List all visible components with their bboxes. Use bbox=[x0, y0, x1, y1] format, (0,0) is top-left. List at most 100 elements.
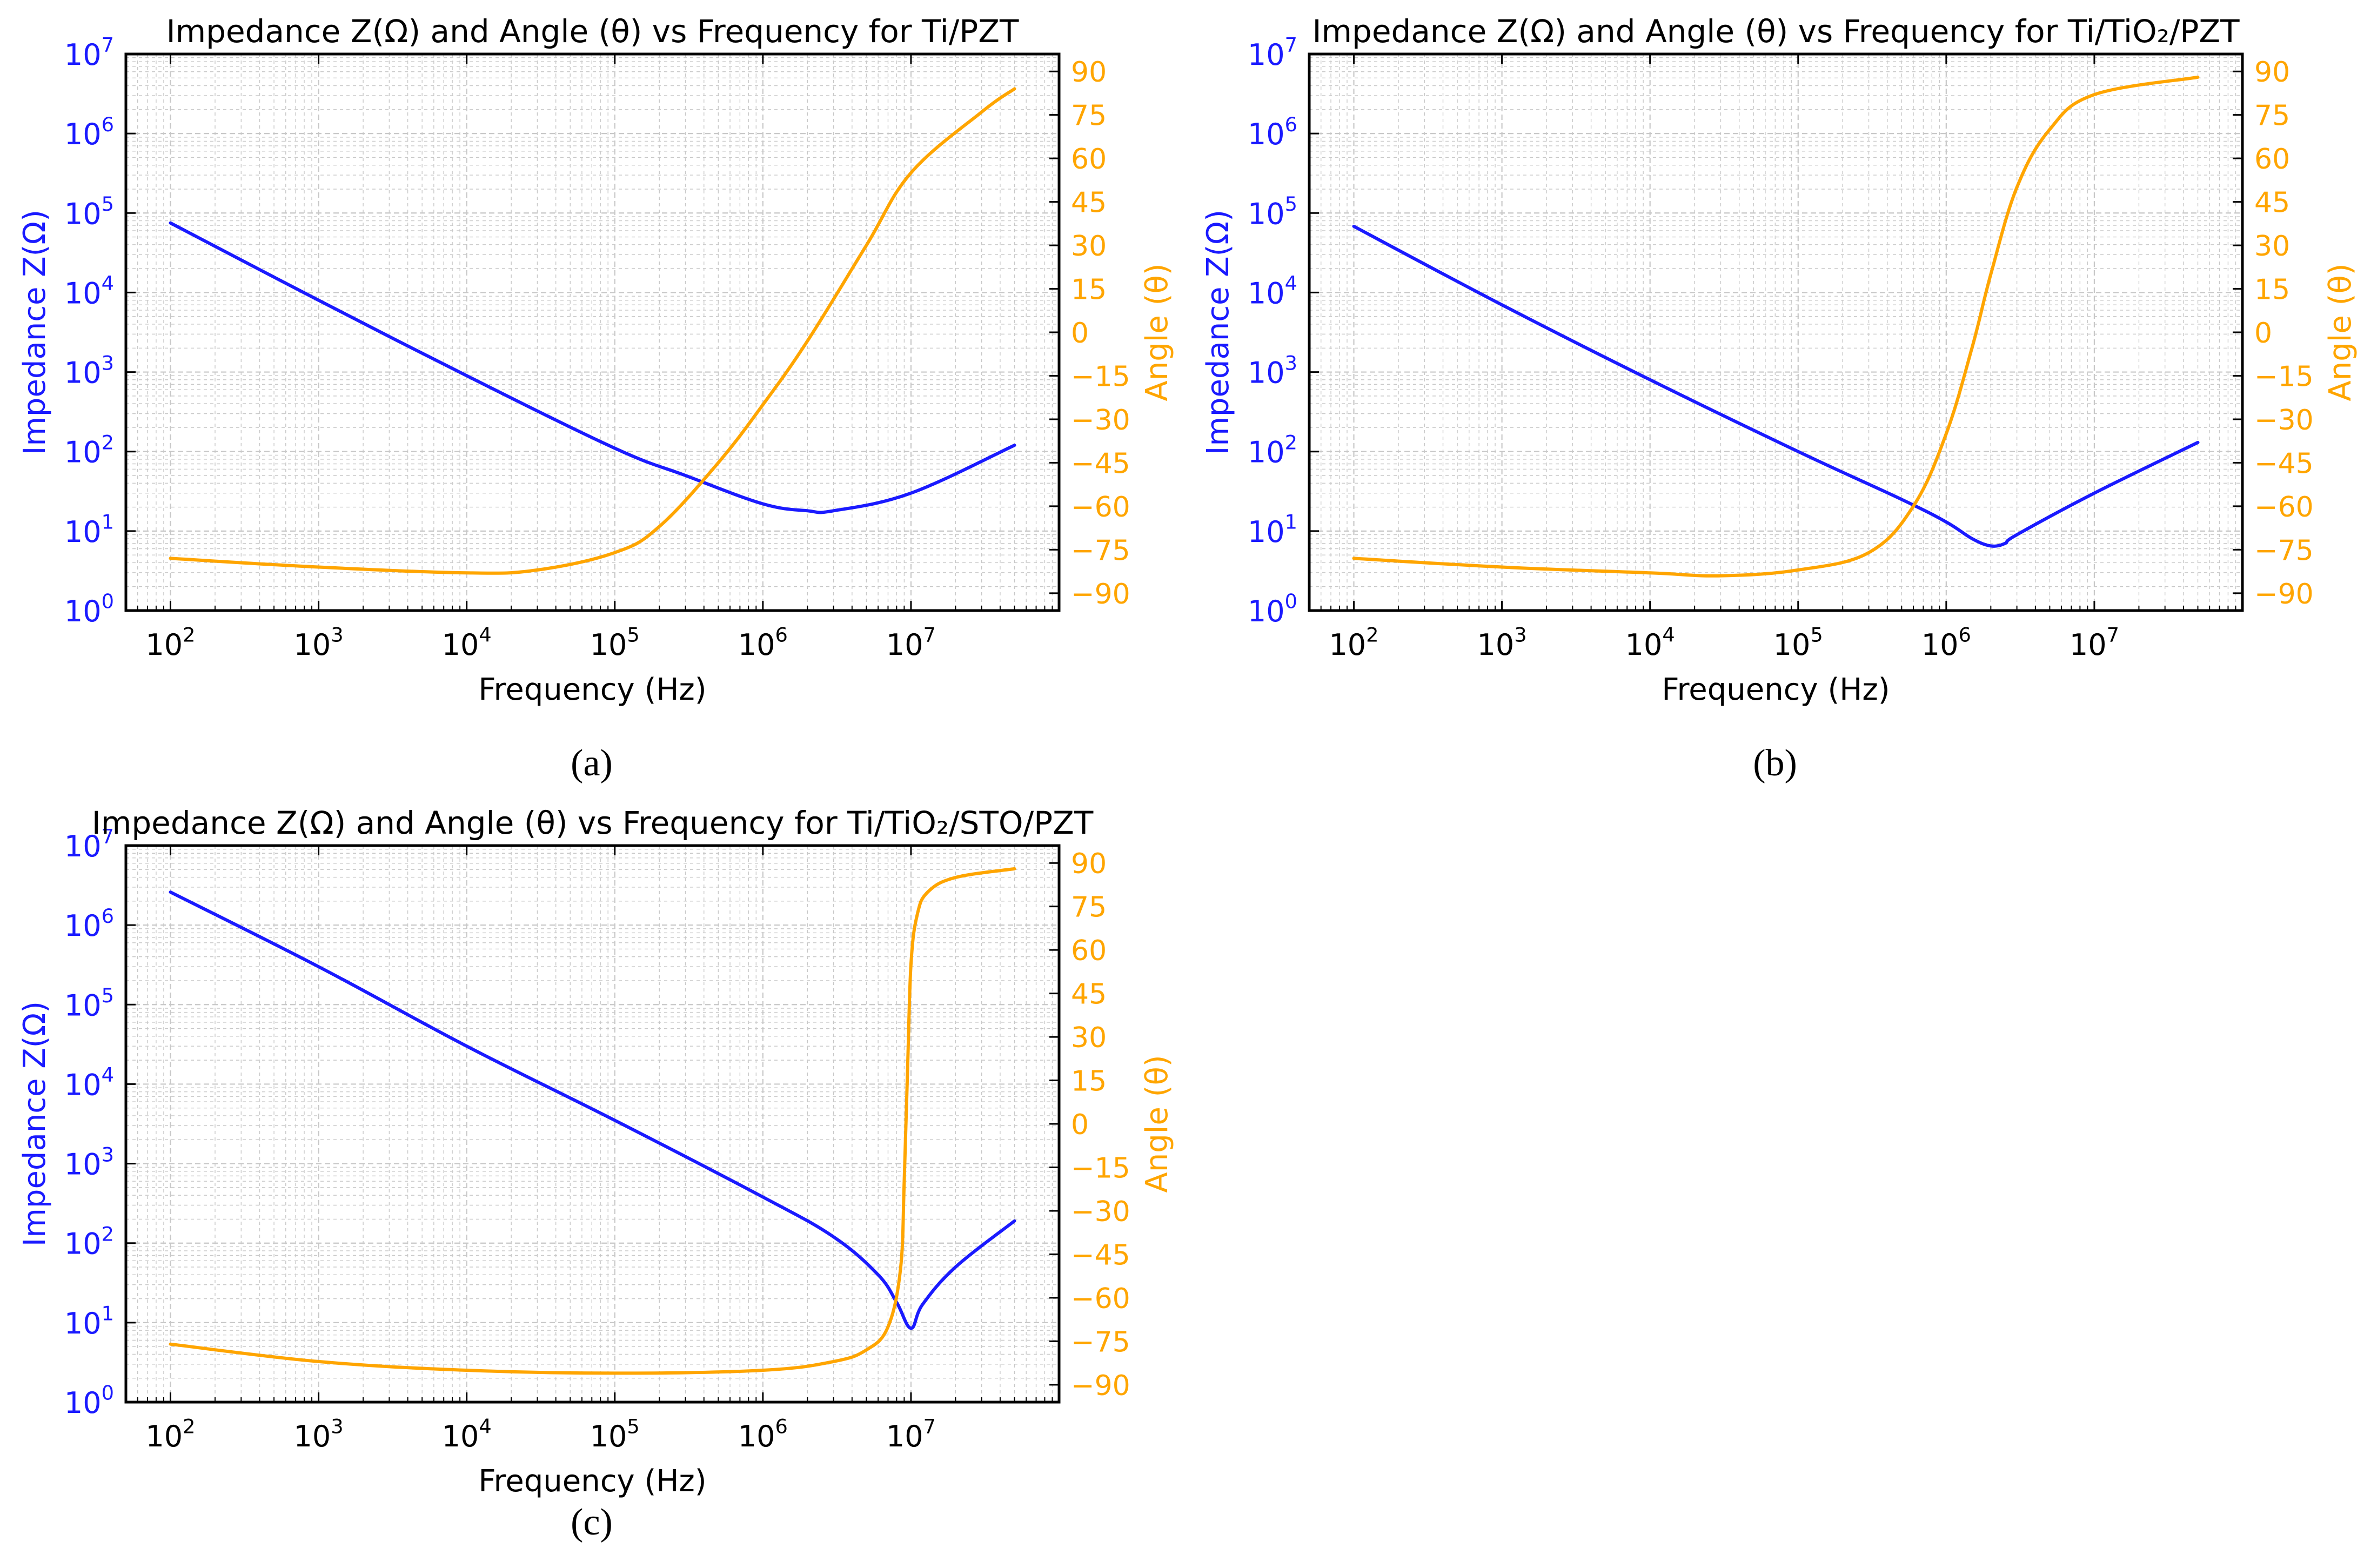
y-left-tick-label: 107 bbox=[1248, 33, 1297, 72]
panel-label: (a) bbox=[571, 742, 613, 784]
y-right-tick-label: 45 bbox=[1071, 979, 1107, 1011]
y-right-tick-label: −60 bbox=[2254, 491, 2314, 524]
y-right-tick-label: 15 bbox=[1071, 274, 1107, 306]
x-tick-label: 107 bbox=[2070, 624, 2119, 662]
x-tick-label: 103 bbox=[294, 1415, 344, 1453]
y-right-tick-label: −60 bbox=[1071, 491, 1130, 524]
y-left-tick-label: 100 bbox=[64, 590, 114, 628]
y-right-tick-label: −75 bbox=[1071, 1326, 1130, 1358]
y-right-tick-label: −75 bbox=[1071, 534, 1130, 567]
x-tick-label: 104 bbox=[1625, 624, 1675, 662]
chart-panel-3: 102 103 104 105 106 107 100 101 102 103 104 105 106 1… bbox=[17, 805, 1175, 1543]
y-right-tick-label: −90 bbox=[2254, 578, 2314, 611]
y-right-tick-label: 0 bbox=[1071, 1109, 1089, 1141]
panel-label: (c) bbox=[571, 1502, 613, 1543]
x-axis-label: Frequency (Hz) bbox=[1662, 672, 1890, 707]
chart-title: Impedance Z(Ω) and Angle (θ) vs Frequenc… bbox=[166, 13, 1019, 50]
x-tick-label: 105 bbox=[590, 1415, 640, 1453]
x-tick-label: 102 bbox=[145, 624, 195, 662]
y-right-tick-label: 45 bbox=[2254, 187, 2290, 219]
y-left-axis-label: Impedance Z(Ω) bbox=[17, 1001, 52, 1247]
x-tick-label: 106 bbox=[1921, 624, 1971, 662]
y-left-tick-label: 101 bbox=[1248, 511, 1297, 549]
chart-title: Impedance Z(Ω) and Angle (θ) vs Frequenc… bbox=[92, 805, 1094, 841]
y-right-axis-label: Angle (θ) bbox=[1140, 263, 1175, 401]
impedance-series-line bbox=[169, 221, 1016, 514]
y-right-tick-label: −15 bbox=[2254, 360, 2314, 393]
y-right-tick-label: 30 bbox=[1071, 230, 1107, 263]
y-left-tick-label: 105 bbox=[64, 984, 114, 1022]
y-right-tick-label: −90 bbox=[1071, 1370, 1130, 1402]
y-right-tick-label: 0 bbox=[2254, 317, 2272, 350]
y-left-tick-label: 100 bbox=[64, 1382, 114, 1420]
y-left-tick-label: 106 bbox=[64, 904, 114, 943]
grid bbox=[1309, 54, 2244, 612]
y-right-tick-label: −45 bbox=[1071, 447, 1130, 480]
y-right-axis-label: Angle (θ) bbox=[2323, 263, 2358, 401]
y-right-tick-label: −60 bbox=[1071, 1283, 1130, 1315]
angle-series-line bbox=[169, 87, 1016, 575]
y-left-tick-label: 104 bbox=[1248, 272, 1297, 310]
x-tick-label: 106 bbox=[738, 1415, 788, 1453]
y-right-tick-label: −15 bbox=[1071, 360, 1130, 393]
y-right-tick-label: 75 bbox=[1071, 100, 1107, 132]
x-axis-label: Frequency (Hz) bbox=[478, 1464, 706, 1499]
y-left-tick-label: 104 bbox=[64, 272, 114, 310]
y-right-tick-label: −30 bbox=[2254, 404, 2314, 437]
x-tick-label: 106 bbox=[738, 624, 788, 662]
y-left-tick-label: 103 bbox=[64, 1143, 114, 1181]
y-left-tick-label: 107 bbox=[64, 825, 114, 863]
x-tick-label: 107 bbox=[886, 1415, 936, 1453]
y-left-tick-label: 103 bbox=[1248, 351, 1297, 390]
y-right-tick-label: 75 bbox=[2254, 100, 2290, 132]
y-right-tick-label: −90 bbox=[1071, 578, 1130, 611]
y-right-tick-label: 15 bbox=[2254, 274, 2290, 306]
x-tick-label: 105 bbox=[590, 624, 640, 662]
x-tick-label: 105 bbox=[1773, 624, 1823, 662]
y-left-tick-label: 107 bbox=[64, 33, 114, 72]
y-right-tick-label: 60 bbox=[1071, 143, 1107, 176]
x-tick-label: 104 bbox=[442, 624, 492, 662]
y-right-tick-label: −30 bbox=[1071, 404, 1130, 437]
chart-panel-1: 102 103 104 105 106 107 100 101 102 103 104 105 106 1… bbox=[17, 13, 1175, 784]
y-left-tick-label: 105 bbox=[1248, 192, 1297, 231]
y-right-tick-label: 15 bbox=[1071, 1066, 1107, 1098]
y-right-tick-label: 60 bbox=[2254, 143, 2290, 176]
y-left-axis-label: Impedance Z(Ω) bbox=[17, 210, 52, 455]
panel-label: (b) bbox=[1753, 742, 1797, 784]
grid bbox=[125, 54, 1060, 612]
y-right-tick-label: −30 bbox=[1071, 1196, 1130, 1228]
y-right-axis-label: Angle (θ) bbox=[1140, 1055, 1175, 1192]
y-left-tick-label: 104 bbox=[64, 1063, 114, 1102]
y-left-tick-label: 102 bbox=[64, 431, 114, 469]
y-right-tick-label: 90 bbox=[1071, 56, 1107, 89]
y-left-tick-label: 102 bbox=[1248, 431, 1297, 469]
y-right-tick-label: −75 bbox=[2254, 534, 2314, 567]
y-right-tick-label: −15 bbox=[1071, 1152, 1130, 1184]
grid bbox=[125, 846, 1060, 1403]
y-left-axis-label: Impedance Z(Ω) bbox=[1201, 210, 1236, 455]
y-right-tick-label: 90 bbox=[2254, 56, 2290, 89]
y-right-tick-label: 30 bbox=[2254, 230, 2290, 263]
y-right-tick-label: 45 bbox=[1071, 187, 1107, 219]
y-left-tick-label: 106 bbox=[64, 113, 114, 151]
x-tick-label: 104 bbox=[442, 1415, 492, 1453]
y-right-tick-label: −45 bbox=[1071, 1239, 1130, 1271]
y-left-tick-label: 106 bbox=[1248, 113, 1297, 151]
y-right-tick-label: 60 bbox=[1071, 935, 1107, 967]
x-axis-label: Frequency (Hz) bbox=[478, 672, 706, 707]
chart-title: Impedance Z(Ω) and Angle (θ) vs Frequenc… bbox=[1312, 13, 2240, 50]
y-right-tick-label: 0 bbox=[1071, 317, 1089, 350]
y-left-tick-label: 101 bbox=[64, 511, 114, 549]
y-right-tick-label: 90 bbox=[1071, 848, 1107, 880]
y-left-tick-label: 102 bbox=[64, 1222, 114, 1261]
y-left-tick-label: 101 bbox=[64, 1302, 114, 1341]
y-left-tick-label: 105 bbox=[64, 192, 114, 231]
y-right-tick-label: 75 bbox=[1071, 892, 1107, 924]
x-tick-label: 102 bbox=[145, 1415, 195, 1453]
y-left-tick-label: 100 bbox=[1248, 590, 1297, 628]
x-tick-label: 103 bbox=[1477, 624, 1527, 662]
y-right-tick-label: −45 bbox=[2254, 447, 2314, 480]
chart-panel-2: 102 103 104 105 106 107 100 101 102 103 104 105 106 1… bbox=[1201, 13, 2358, 784]
